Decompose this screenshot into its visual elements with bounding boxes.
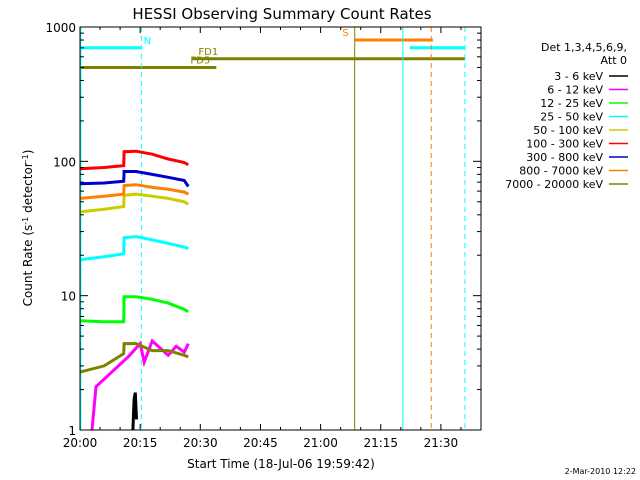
- chart-title: HESSI Observing Summary Count Rates: [132, 5, 431, 23]
- series-line-8: [79, 342, 189, 374]
- series-line-4: [79, 192, 190, 214]
- y-tick-label-2: 100: [53, 155, 76, 169]
- x-tick-label-0: 20:00: [63, 436, 98, 450]
- series-group: [79, 149, 190, 431]
- y-label-mid: detector: [21, 162, 35, 217]
- series-line-7: [79, 183, 189, 200]
- x-tick-label-5: 21:15: [363, 436, 398, 450]
- series-line-0: [131, 392, 138, 431]
- legend-label-8: 7000 - 20000 keV: [505, 178, 603, 191]
- x-tick-label-2: 20:30: [183, 436, 218, 450]
- legend-label-7: 800 - 7000 keV: [519, 165, 603, 178]
- legend-label-2: 12 - 25 keV: [540, 97, 603, 110]
- series-line-2: [79, 295, 190, 324]
- y-tick-label-0: 1: [68, 424, 76, 438]
- flag-label-s: S: [342, 28, 348, 39]
- legend-label-5: 100 - 300 keV: [526, 138, 603, 151]
- flag-label-n: N: [144, 36, 151, 47]
- footer-stamp: 2-Mar-2010 12:22: [565, 467, 636, 476]
- y-tick-label-3: 1000: [45, 21, 76, 35]
- x-tick-label-3: 20:45: [243, 436, 278, 450]
- y-axis-label: Count Rate (s-1 detector-1): [21, 150, 36, 307]
- legend-label-3: 25 - 50 keV: [540, 111, 603, 124]
- flag-label-fd5: FD5: [190, 55, 210, 66]
- flag-label-fd1: FD1: [198, 47, 218, 58]
- y-label-sup1: -1: [21, 217, 30, 225]
- axis-ticks-group: 20:00 20:15 20:30 20:45 21:00 21:15 21:30 1 10 10…: [45, 21, 481, 450]
- x-tick-label-6: 21:30: [424, 436, 459, 450]
- series-line-3: [79, 235, 189, 262]
- y-tick-label-1: 10: [61, 290, 76, 304]
- legend-label-6: 300 - 800 keV: [526, 151, 603, 164]
- x-tick-label-4: 21:00: [303, 436, 338, 450]
- y-label-end: ): [21, 150, 35, 155]
- y-label-main: Count Rate (s: [21, 225, 35, 307]
- legend-header-0: Det 1,3,4,5,6,9,: [541, 41, 627, 54]
- series-line-6: [79, 170, 190, 188]
- series-line-1: [90, 338, 190, 431]
- legend-label-1: 6 - 12 keV: [547, 84, 603, 97]
- legend-header-1: Att 0: [601, 54, 627, 67]
- flag-vlines-group: [80, 27, 466, 430]
- legend-label-0: 3 - 6 keV: [554, 70, 603, 83]
- legend-label-4: 50 - 100 keV: [533, 124, 603, 137]
- x-tick-label-1: 20:15: [123, 436, 158, 450]
- y-label-sup2: -1: [21, 154, 30, 162]
- x-axis-label: Start Time (18-Jul-06 19:59:42): [187, 457, 375, 471]
- series-line-5: [79, 149, 190, 171]
